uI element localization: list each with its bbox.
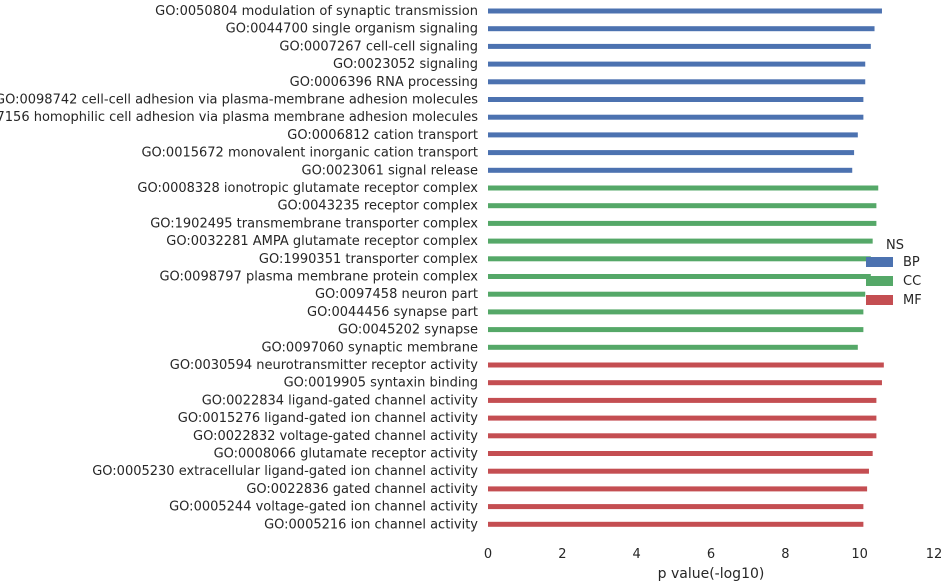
bar: [488, 344, 858, 350]
bar: [488, 397, 877, 403]
category-label: GO:0015276 ligand-gated ion channel acti…: [178, 411, 479, 426]
category-label: GO:0022832 voltage-gated channel activit…: [193, 429, 478, 444]
x-tick-label: 2: [558, 547, 566, 562]
bar: [488, 521, 864, 527]
bar: [488, 150, 855, 156]
category-label: GO:0005216 ion channel activity: [264, 517, 478, 532]
x-tick-label: 4: [633, 547, 641, 562]
category-label: GO:0007156 homophilic cell adhesion via …: [0, 110, 478, 125]
category-label: GO:0097458 neuron part: [315, 287, 478, 302]
bar: [488, 327, 864, 333]
category-label: GO:1990351 transporter complex: [259, 252, 478, 267]
bar: [488, 185, 879, 191]
bar: [488, 415, 877, 421]
bar: [488, 26, 875, 32]
bar: [488, 309, 864, 315]
bar: [488, 220, 877, 226]
category-label: GO:0006396 RNA processing: [290, 75, 478, 90]
bar: [488, 238, 873, 244]
legend-entry-label: MF: [903, 293, 922, 308]
bar: [488, 504, 864, 510]
bar: [488, 203, 877, 209]
category-label: GO:0050804 modulation of synaptic transm…: [155, 4, 478, 19]
category-label: GO:0043235 receptor complex: [277, 199, 478, 214]
bar: [488, 486, 868, 492]
bar: [488, 132, 858, 138]
category-label: GO:0045202 synapse: [338, 323, 478, 338]
category-label: GO:0044456 synapse part: [307, 305, 478, 320]
category-label: GO:0044700 single organism signaling: [226, 22, 478, 37]
x-tick-label: 0: [484, 547, 492, 562]
category-label: GO:0030594 neurotransmitter receptor act…: [170, 358, 479, 373]
category-label: GO:0032281 AMPA glutamate receptor compl…: [166, 234, 478, 249]
x-tick-label: 6: [707, 547, 715, 562]
bar: [488, 451, 873, 456]
bar: [488, 61, 866, 67]
bar: [488, 256, 871, 262]
legend: NS BP CC MF: [866, 238, 922, 308]
category-label: GO:0005230 extracellular ligand-gated io…: [92, 464, 478, 479]
category-label: GO:0019905 syntaxin binding: [284, 376, 478, 391]
category-label: GO:0005244 voltage-gated ion channel act…: [169, 500, 478, 515]
bar: [488, 380, 882, 386]
category-label: GO:0023061 signal release: [302, 163, 478, 178]
category-label: GO:0008328 ionotropic glutamate receptor…: [137, 181, 478, 196]
bar: [488, 97, 864, 102]
bar: [488, 468, 869, 474]
category-label: GO:1902495 transmembrane transporter com…: [150, 216, 478, 231]
x-tick-label: 10: [851, 547, 868, 562]
legend-entry-label: BP: [903, 255, 920, 270]
category-label: GO:0006812 cation transport: [287, 128, 478, 143]
bar: [488, 43, 871, 49]
category-label: GO:0098797 plasma membrane protein compl…: [159, 270, 478, 285]
bar: [488, 114, 864, 120]
x-tick-label: 8: [781, 547, 789, 562]
bar: [488, 274, 871, 279]
category-label: GO:0008066 glutamate receptor activity: [214, 447, 479, 462]
category-label: GO:0098742 cell-cell adhesion via plasma…: [0, 93, 478, 108]
bar: [488, 8, 882, 14]
category-label: GO:0022836 gated channel activity: [246, 482, 478, 497]
x-axis-label: p value(-log10): [658, 566, 765, 582]
legend-swatch: [866, 276, 893, 286]
bar: [488, 433, 877, 439]
category-label: GO:0015672 monovalent inorganic cation t…: [141, 146, 478, 161]
x-tick-labels-group: 0 2 4 6 8 10 12: [484, 547, 942, 562]
legend-swatch: [866, 257, 893, 267]
bar: [488, 291, 866, 297]
bar: [488, 79, 866, 85]
legend-title: NS: [886, 238, 904, 253]
x-tick-label: 12: [926, 547, 943, 562]
category-labels-group: GO:0050804 modulation of synaptic transm…: [0, 4, 478, 532]
legend-entry-label: CC: [903, 274, 921, 289]
bars-group: [488, 8, 884, 527]
category-label: GO:0023052 signaling: [333, 57, 478, 72]
bar: [488, 362, 884, 368]
category-label: GO:0022834 ligand-gated channel activity: [202, 393, 479, 408]
category-label: GO:0097060 synaptic membrane: [261, 340, 478, 355]
category-label: GO:0007267 cell-cell signaling: [279, 39, 478, 54]
bar: [488, 167, 853, 173]
legend-swatch: [866, 295, 893, 305]
